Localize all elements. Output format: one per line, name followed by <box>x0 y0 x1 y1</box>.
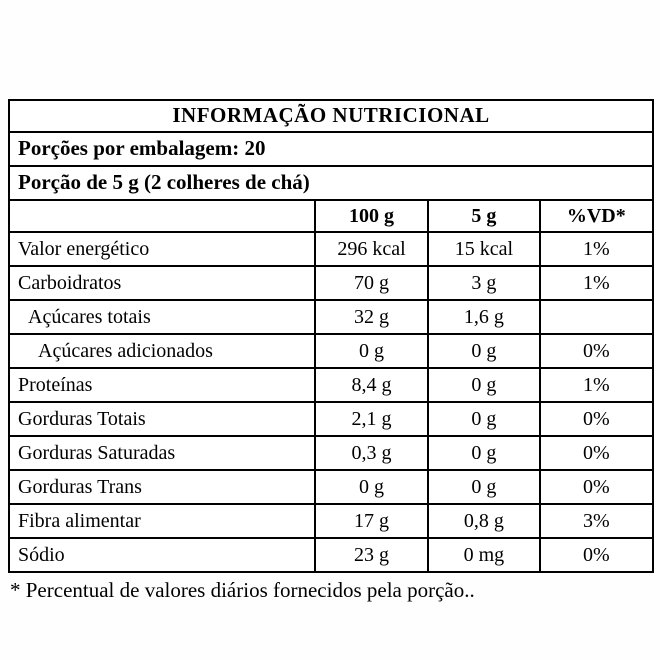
table-title: INFORMAÇÃO NUTRICIONAL <box>8 99 654 133</box>
value-100g: 8,4 g <box>313 367 430 403</box>
table-row: Fibra alimentar 17 g 0,8 g 3% <box>8 503 655 539</box>
table-row: Açúcares adicionados 0 g 0 g 0% <box>8 333 655 369</box>
nutrition-table: INFORMAÇÃO NUTRICIONAL Porções por embal… <box>8 99 655 573</box>
value-5g: 0 g <box>427 401 541 437</box>
table-row: Gorduras Trans 0 g 0 g 0% <box>8 469 655 505</box>
nutrient-name: Carboidratos <box>8 265 316 301</box>
value-vd: 0% <box>538 469 655 505</box>
value-100g: 0 g <box>313 469 430 505</box>
value-100g: 70 g <box>313 265 430 301</box>
servings-row: Porções por embalagem: 20 <box>8 131 654 167</box>
value-vd <box>538 299 655 335</box>
value-5g: 3 g <box>427 265 541 301</box>
value-100g: 2,1 g <box>313 401 430 437</box>
table-row: Carboidratos 70 g 3 g 1% <box>8 265 655 301</box>
value-vd: 3% <box>538 503 655 539</box>
value-5g: 0 g <box>427 333 541 369</box>
table-row: Valor energético 296 kcal 15 kcal 1% <box>8 231 655 267</box>
value-vd: 1% <box>538 231 655 267</box>
table-title-row: INFORMAÇÃO NUTRICIONAL <box>8 99 654 133</box>
value-5g: 1,6 g <box>427 299 541 335</box>
value-100g: 32 g <box>313 299 430 335</box>
table-row: Proteínas 8,4 g 0 g 1% <box>8 367 655 403</box>
value-100g: 0,3 g <box>313 435 430 471</box>
value-5g: 0 g <box>427 469 541 505</box>
portion-size: Porção de 5 g (2 colheres de chá) <box>8 165 654 201</box>
nutrient-name: Açúcares totais <box>8 299 316 335</box>
value-100g: 23 g <box>313 537 430 573</box>
value-5g: 0 g <box>427 367 541 403</box>
nutrient-name: Fibra alimentar <box>8 503 316 539</box>
col-header-blank <box>8 199 316 233</box>
nutrient-name: Gorduras Saturadas <box>8 435 316 471</box>
value-5g: 0,8 g <box>427 503 541 539</box>
value-vd: 1% <box>538 367 655 403</box>
table-row: Açúcares totais 32 g 1,6 g <box>8 299 655 335</box>
servings-per-package: Porções por embalagem: 20 <box>8 131 654 167</box>
nutrient-name: Sódio <box>8 537 316 573</box>
nutrient-name: Gorduras Trans <box>8 469 316 505</box>
column-header-row: 100 g 5 g %VD* <box>8 199 655 233</box>
value-5g: 15 kcal <box>427 231 541 267</box>
col-header-5g: 5 g <box>427 199 541 233</box>
value-5g: 0 g <box>427 435 541 471</box>
value-100g: 296 kcal <box>313 231 430 267</box>
value-vd: 0% <box>538 537 655 573</box>
nutrient-name: Proteínas <box>8 367 316 403</box>
nutrition-table-wrapper: INFORMAÇÃO NUTRICIONAL Porções por embal… <box>8 99 655 603</box>
value-vd: 0% <box>538 435 655 471</box>
value-100g: 17 g <box>313 503 430 539</box>
value-vd: 0% <box>538 401 655 437</box>
col-header-vd: %VD* <box>538 199 655 233</box>
table-row: Gorduras Totais 2,1 g 0 g 0% <box>8 401 655 437</box>
nutrient-name: Valor energético <box>8 231 316 267</box>
value-vd: 0% <box>538 333 655 369</box>
value-vd: 1% <box>538 265 655 301</box>
table-row: Sódio 23 g 0 mg 0% <box>8 537 655 573</box>
col-header-100g: 100 g <box>313 199 430 233</box>
portion-row: Porção de 5 g (2 colheres de chá) <box>8 165 654 201</box>
daily-value-footnote: * Percentual de valores diários fornecid… <box>10 578 475 602</box>
value-100g: 0 g <box>313 333 430 369</box>
table-row: Gorduras Saturadas 0,3 g 0 g 0% <box>8 435 655 471</box>
nutrient-name: Gorduras Totais <box>8 401 316 437</box>
value-5g: 0 mg <box>427 537 541 573</box>
nutrient-name: Açúcares adicionados <box>8 333 316 369</box>
